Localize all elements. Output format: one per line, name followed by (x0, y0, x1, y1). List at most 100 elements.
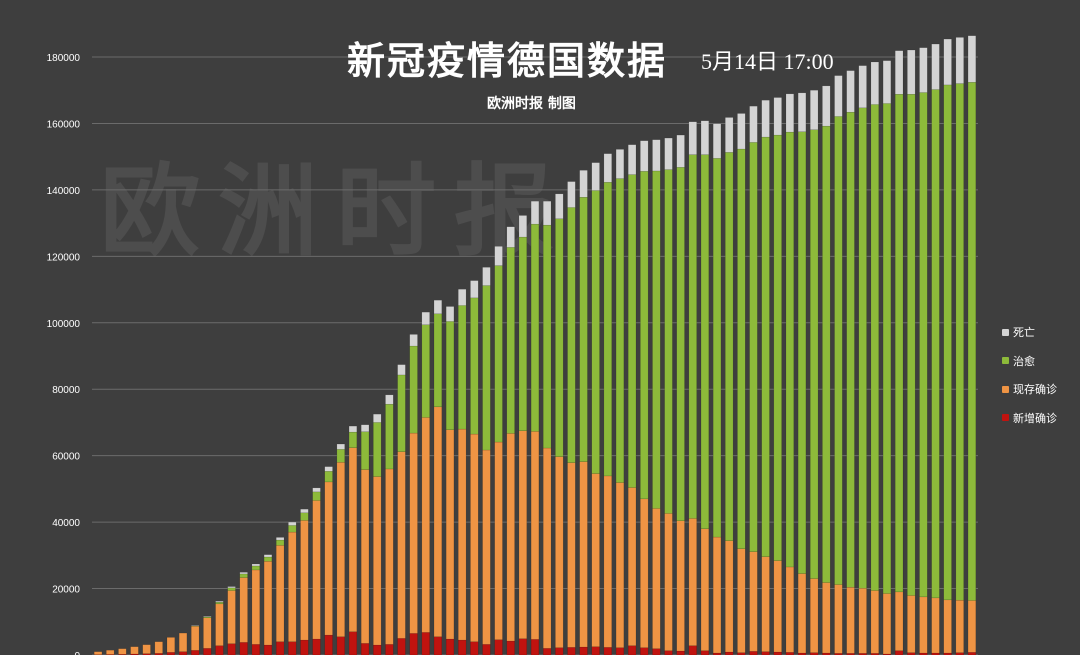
bar-segment-series-deaths (470, 280, 479, 299)
legend-swatch (1002, 357, 1009, 365)
bar-segment-series-recovered (822, 125, 831, 583)
bar-segment-series-active-cases (470, 433, 479, 642)
bar-segment-series-recovered (445, 321, 455, 430)
bar-segment-series-deaths (700, 120, 710, 155)
bar-segment-series-deaths (360, 424, 370, 432)
bar-segment-series-deaths (676, 134, 685, 168)
bar-segment-series-recovered (858, 107, 867, 589)
bar-segment-series-active-cases (591, 473, 600, 647)
bar-segment-series-active-cases (166, 637, 175, 653)
bar-segment-series-deaths (797, 92, 807, 132)
bar-segment-series-new-cases (348, 631, 358, 655)
bar-segment-series-new-cases (336, 636, 345, 655)
y-tick-label: 80000 (52, 385, 80, 396)
bar-segment-series-active-cases (324, 481, 333, 636)
y-tick-label: 20000 (52, 585, 80, 596)
bar-segment-series-new-cases (482, 644, 491, 655)
bar-segment-series-deaths (555, 193, 564, 219)
bar-segment-series-recovered (215, 601, 224, 605)
y-tick-label: 60000 (52, 452, 80, 463)
bar-segment-series-active-cases (385, 468, 394, 645)
bar-segment-series-active-cases (749, 551, 758, 652)
bar-segment-series-recovered (725, 152, 734, 541)
bar-segment-series-new-cases (664, 650, 673, 655)
bar-segment-series-active-cases (445, 429, 455, 640)
bar-segment-series-recovered (700, 154, 710, 529)
bar-segment-series-new-cases (421, 632, 430, 655)
bar-segment-series-recovered (579, 196, 588, 462)
bar-segment-series-active-cases (203, 617, 212, 649)
bar-segment-series-deaths (251, 563, 260, 567)
legend-label: 现存确诊 (1013, 383, 1057, 397)
bar-segment-series-recovered (555, 218, 564, 457)
bar-segment-series-recovered (834, 116, 843, 585)
bar-segment-series-new-cases (470, 641, 479, 655)
bar-segment-series-recovered (433, 313, 442, 408)
bar-segment-series-active-cases (579, 461, 588, 648)
bar-segment-series-new-cases (445, 638, 455, 655)
bar-segment-series-recovered (482, 285, 491, 451)
bar-segment-series-active-cases (834, 584, 843, 654)
bar-segment-series-recovered (263, 556, 273, 562)
bar-segment-series-recovered (688, 154, 697, 519)
bar-segment-series-deaths (785, 93, 794, 133)
bar-segment-series-active-cases (955, 599, 964, 653)
bar-segment-series-new-cases (555, 647, 564, 655)
bar-segment-series-active-cases (373, 476, 382, 646)
bar-segment-series-new-cases (288, 641, 297, 655)
bar-segment-series-deaths (603, 153, 612, 183)
bar-segment-series-recovered (409, 345, 418, 434)
bar-segment-series-active-cases (506, 433, 515, 642)
bar-segment-series-active-cases (300, 520, 309, 641)
bar-segment-series-active-cases (409, 432, 418, 634)
bar-segment-series-recovered (737, 148, 746, 549)
legend-swatch (1002, 385, 1009, 393)
bar-segment-series-new-cases (373, 644, 382, 655)
bar-segment-series-active-cases (251, 569, 260, 645)
bar-segment-series-active-cases (312, 500, 321, 640)
y-tick-label: 180000 (47, 53, 81, 64)
bar-segment-series-active-cases (93, 651, 103, 655)
chart-subtitle: 欧洲时报 制图 (487, 96, 576, 112)
bar-segment-series-new-cases (385, 644, 394, 655)
bar-segment-series-active-cases (761, 556, 770, 652)
bar-segment-series-deaths (810, 90, 819, 130)
bar-segment-series-recovered (421, 324, 430, 418)
bar-segment-series-active-cases (615, 482, 625, 648)
y-tick-label: 100000 (47, 319, 81, 330)
bar-segment-series-recovered (227, 587, 236, 591)
bar-segment-series-new-cases (433, 636, 442, 655)
bar-segment-series-deaths (931, 43, 940, 90)
bar-segment-series-recovered (239, 573, 248, 578)
bar-segment-series-active-cases (106, 649, 115, 655)
bar-segment-series-deaths (203, 615, 212, 617)
bar-segment-series-recovered (652, 170, 661, 509)
bar-segment-series-active-cases (567, 462, 576, 648)
bar-segment-series-active-cases (797, 573, 807, 654)
bar-segment-series-active-cases (700, 528, 710, 651)
bar-segment-series-recovered (458, 305, 467, 430)
bar-segment-series-deaths (907, 49, 916, 95)
bar-segment-series-deaths (543, 200, 552, 226)
bar-segment-series-deaths (385, 394, 394, 405)
bar-segment-series-recovered (591, 190, 600, 474)
bar-segment-series-recovered (640, 171, 649, 500)
bar-segment-series-active-cases (810, 578, 819, 653)
bar-segment-series-deaths (433, 299, 442, 315)
bar-segment-series-deaths (445, 306, 455, 322)
bar-segment-series-active-cases (688, 518, 697, 646)
bar-segment-series-active-cases (543, 447, 552, 649)
bar-segment-series-deaths (615, 149, 625, 179)
bar-segment-series-deaths (737, 113, 746, 150)
bar-segment-series-deaths (822, 85, 831, 127)
bar-segment-series-deaths (664, 137, 673, 170)
bar-segment-series-recovered (919, 92, 928, 598)
bar-segment-series-new-cases (276, 641, 285, 655)
bar-segment-series-active-cases (895, 591, 904, 651)
bar-segment-series-active-cases (664, 513, 673, 651)
bar-segment-series-active-cases (348, 447, 358, 632)
bar-segment-series-recovered (615, 178, 625, 483)
y-tick-label: 120000 (47, 252, 81, 263)
bar-segment-series-active-cases (263, 561, 273, 646)
